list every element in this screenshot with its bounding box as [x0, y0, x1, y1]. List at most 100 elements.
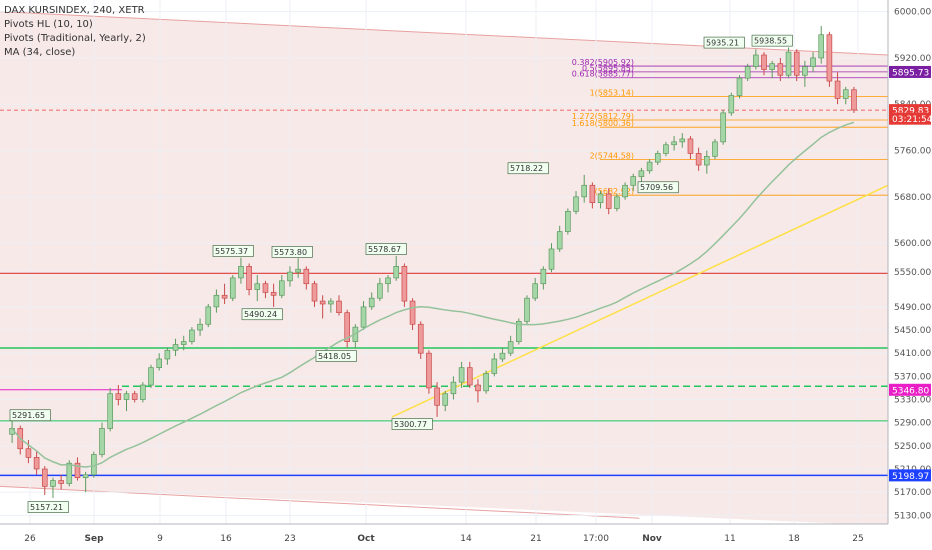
candle-body-52	[434, 387, 440, 406]
pivot-box-10	[703, 36, 745, 49]
candle-body-15	[131, 393, 138, 400]
fib-label-3: 1(5853.14)	[590, 89, 634, 98]
pivot-label-10: 5935.21	[706, 39, 739, 48]
candle-body-27	[229, 277, 236, 299]
candle-body-74	[614, 196, 620, 209]
pivot-label-2: 5575.37	[215, 247, 248, 256]
time-tick-7: 21	[530, 534, 541, 544]
price-tick-9: 5410.00	[894, 349, 931, 359]
candle-body-35	[295, 268, 301, 273]
price-tick-10: 5370.00	[894, 372, 931, 382]
price-tick-0: 6000.00	[894, 8, 931, 18]
fib-label-1: 0.5(5895.85)	[582, 64, 634, 73]
pivot-box-4	[241, 308, 283, 321]
candle-body-57	[475, 384, 481, 392]
candle-body-82	[679, 138, 686, 143]
candle-body-12	[107, 393, 113, 429]
fib-label-7: 3(5682.92)	[590, 187, 634, 196]
price-tag-2	[889, 112, 931, 125]
candle-body-23	[197, 323, 203, 331]
price-tick-1: 5920.00	[894, 54, 931, 64]
candle-body-7	[66, 462, 73, 484]
candle-body-40	[336, 300, 342, 314]
candle-body-46	[385, 277, 391, 285]
candle-body-66	[548, 248, 555, 270]
pivot-box-1	[27, 501, 69, 513]
candle-body-44	[368, 297, 375, 308]
candle-body-45	[377, 283, 383, 299]
candle-body-48	[401, 265, 408, 302]
candle-body-72	[597, 193, 604, 204]
candle-body-97	[802, 66, 808, 76]
price-tag-0	[889, 65, 931, 78]
candle-body-81	[671, 141, 677, 146]
candle-body-28	[238, 265, 244, 279]
trend-line	[391, 184, 889, 418]
candle-body-69	[573, 196, 579, 212]
pivot-box-9	[637, 181, 679, 194]
candle-body-80	[663, 144, 669, 154]
candle-body-103	[851, 89, 857, 111]
time-axis-bg	[0, 524, 932, 550]
fib-label-2: 0.618(5885.77)	[572, 70, 634, 79]
candle-body-26	[221, 294, 228, 299]
candle-body-51	[426, 352, 432, 389]
candle-body-47	[393, 265, 400, 279]
candle-body-17	[148, 367, 154, 386]
candle-body-18	[156, 358, 163, 369]
price-tick-11: 5330.00	[894, 396, 931, 406]
candle-body-59	[491, 358, 498, 374]
candle-body-87	[720, 112, 726, 143]
candle-body-58	[483, 373, 489, 392]
candle-body-24	[205, 306, 212, 325]
candle-body-78	[646, 161, 653, 172]
pivot-box-0	[9, 409, 51, 422]
candle-body-67	[556, 231, 563, 250]
pivot-label-5: 5578.67	[368, 245, 401, 254]
pivot-box-7	[391, 418, 433, 430]
candle-body-73	[605, 193, 612, 209]
candle-body-94	[777, 63, 784, 76]
candle-body-99	[818, 34, 825, 59]
candle-body-9	[82, 474, 89, 479]
candle-body-64	[532, 283, 538, 299]
candle-body-22	[189, 329, 195, 342]
price-tick-8: 5450.00	[894, 326, 931, 336]
candle-body-29	[246, 265, 252, 290]
time-tick-8: 17:00	[583, 534, 609, 544]
pivot-label-0: 5291.65	[12, 411, 45, 420]
time-tick-5: Oct	[357, 534, 375, 544]
candle-body-5	[50, 480, 56, 487]
candle-body-96	[793, 51, 800, 76]
candle-body-6	[58, 480, 64, 484]
candle-body-19	[164, 349, 171, 360]
fib-label-6: 2(5744.58)	[590, 151, 634, 160]
candle-body-30	[254, 283, 261, 290]
pivot-box-6	[315, 350, 357, 362]
legend-pivots-hl: Pivots HL (10, 10)	[4, 19, 93, 30]
legend-pivots-traditional: Pivots (Traditional, Yearly, 2)	[4, 33, 146, 44]
pivot-box-2	[212, 245, 254, 257]
candle-body-95	[785, 51, 792, 76]
candle-body-85	[703, 155, 710, 166]
pivot-label-1: 5157.21	[30, 503, 63, 512]
time-tick-3: 16	[220, 534, 232, 544]
time-tick-10: 11	[724, 534, 735, 544]
candle-body-43	[360, 306, 367, 328]
candle-body-98	[810, 57, 816, 67]
candle-body-62	[516, 320, 522, 342]
price-tag-label-1: 5829.83	[892, 107, 929, 117]
pivot-box-5	[365, 243, 407, 255]
candle-body-54	[450, 381, 457, 395]
candle-body-91	[753, 54, 759, 67]
time-tick-6: 14	[460, 534, 472, 544]
candle-body-77	[638, 170, 645, 177]
price-tick-6: 5550.00	[894, 268, 931, 278]
candle-body-90	[744, 66, 751, 79]
candle-body-21	[180, 341, 187, 345]
time-tick-11: 18	[788, 534, 800, 544]
price-tag-label-2: 03:21:54	[892, 115, 932, 125]
pivot-label-4: 5490.24	[244, 310, 277, 319]
pivot-label-7: 5300.77	[394, 420, 427, 429]
